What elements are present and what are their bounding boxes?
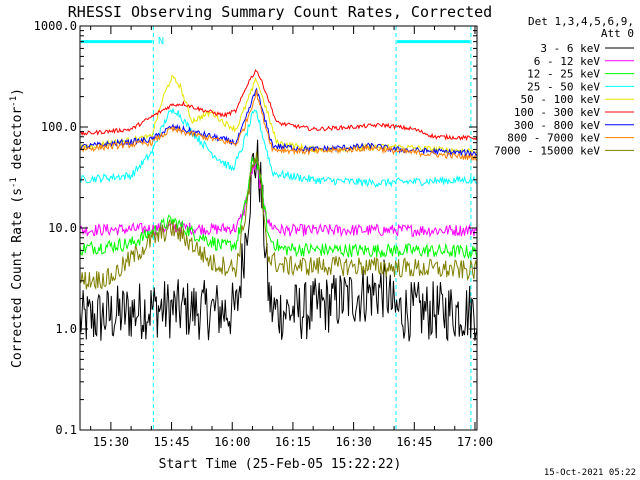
- legend-label: 12 - 25 keV: [527, 68, 600, 81]
- legend-label: 300 - 800 keV: [514, 119, 600, 132]
- plot-frame: [79, 25, 478, 431]
- legend-label: 7000 - 15000 keV: [494, 144, 600, 157]
- y-axis-label-mid: detector: [10, 107, 25, 178]
- x-tick-label: 15:30: [93, 435, 129, 449]
- legend-label: 25 - 50 keV: [527, 80, 600, 93]
- y-tick-label: 1.0: [55, 322, 77, 336]
- annotation-n: N: [158, 36, 164, 47]
- x-tick-label: 16:00: [214, 435, 250, 449]
- legend-header-line-2: Att 0: [601, 27, 634, 40]
- series-line-0: [79, 139, 478, 342]
- x-tick-label: 16:30: [336, 435, 372, 449]
- series-layer: [79, 69, 478, 342]
- y-tick-label: 0.1: [55, 423, 77, 437]
- series-line-2: [79, 155, 478, 260]
- series-line-6: [80, 87, 478, 158]
- x-axis-label: Start Time (25-Feb-05 15:22:22): [159, 457, 402, 472]
- series-line-7: [79, 89, 478, 161]
- x-tick-label: 16:45: [396, 435, 432, 449]
- y-tick-label: 10.0: [48, 221, 77, 235]
- x-tick-label: 16:15: [275, 435, 311, 449]
- series-line-1: [79, 159, 478, 238]
- legend-label: 800 - 7000 keV: [507, 132, 600, 145]
- y-axis-label-end: ): [10, 88, 25, 96]
- legend-label: 50 - 100 keV: [521, 93, 601, 106]
- y-axis-label-sup1: -1: [9, 177, 19, 188]
- legend-header-line-1: Det 1,3,4,5,6,9,: [528, 15, 634, 28]
- y-tick-label: 1000.0: [34, 19, 77, 33]
- y-axis: 0.1 1.0 10.0 100.0 1000.0: [34, 19, 477, 437]
- series-line-3: [79, 107, 478, 188]
- legend-label: 6 - 12 keV: [534, 55, 601, 68]
- series-line-5: [79, 69, 478, 141]
- x-axis: 15:30 15:45 16:00 16:15 16:30 16:45 17:00: [90, 26, 493, 449]
- x-tick-label: 17:00: [457, 435, 493, 449]
- y-tick-label: 100.0: [41, 120, 77, 134]
- y-axis-label-sup2: -1: [9, 96, 19, 107]
- series-line-8: [79, 151, 478, 291]
- y-axis-label-main: Corrected Count Rate (s: [10, 188, 25, 368]
- chart-title: RHESSI Observing Summary Count Rates, Co…: [68, 3, 492, 21]
- x-tick-label: 15:45: [154, 435, 190, 449]
- timestamp: 15-Oct-2021 05:22: [544, 468, 636, 478]
- legend-label: 100 - 300 keV: [514, 106, 600, 119]
- legend-label: 3 - 6 keV: [540, 42, 600, 55]
- y-axis-label: Corrected Count Rate (s-1 detector-1): [9, 88, 25, 368]
